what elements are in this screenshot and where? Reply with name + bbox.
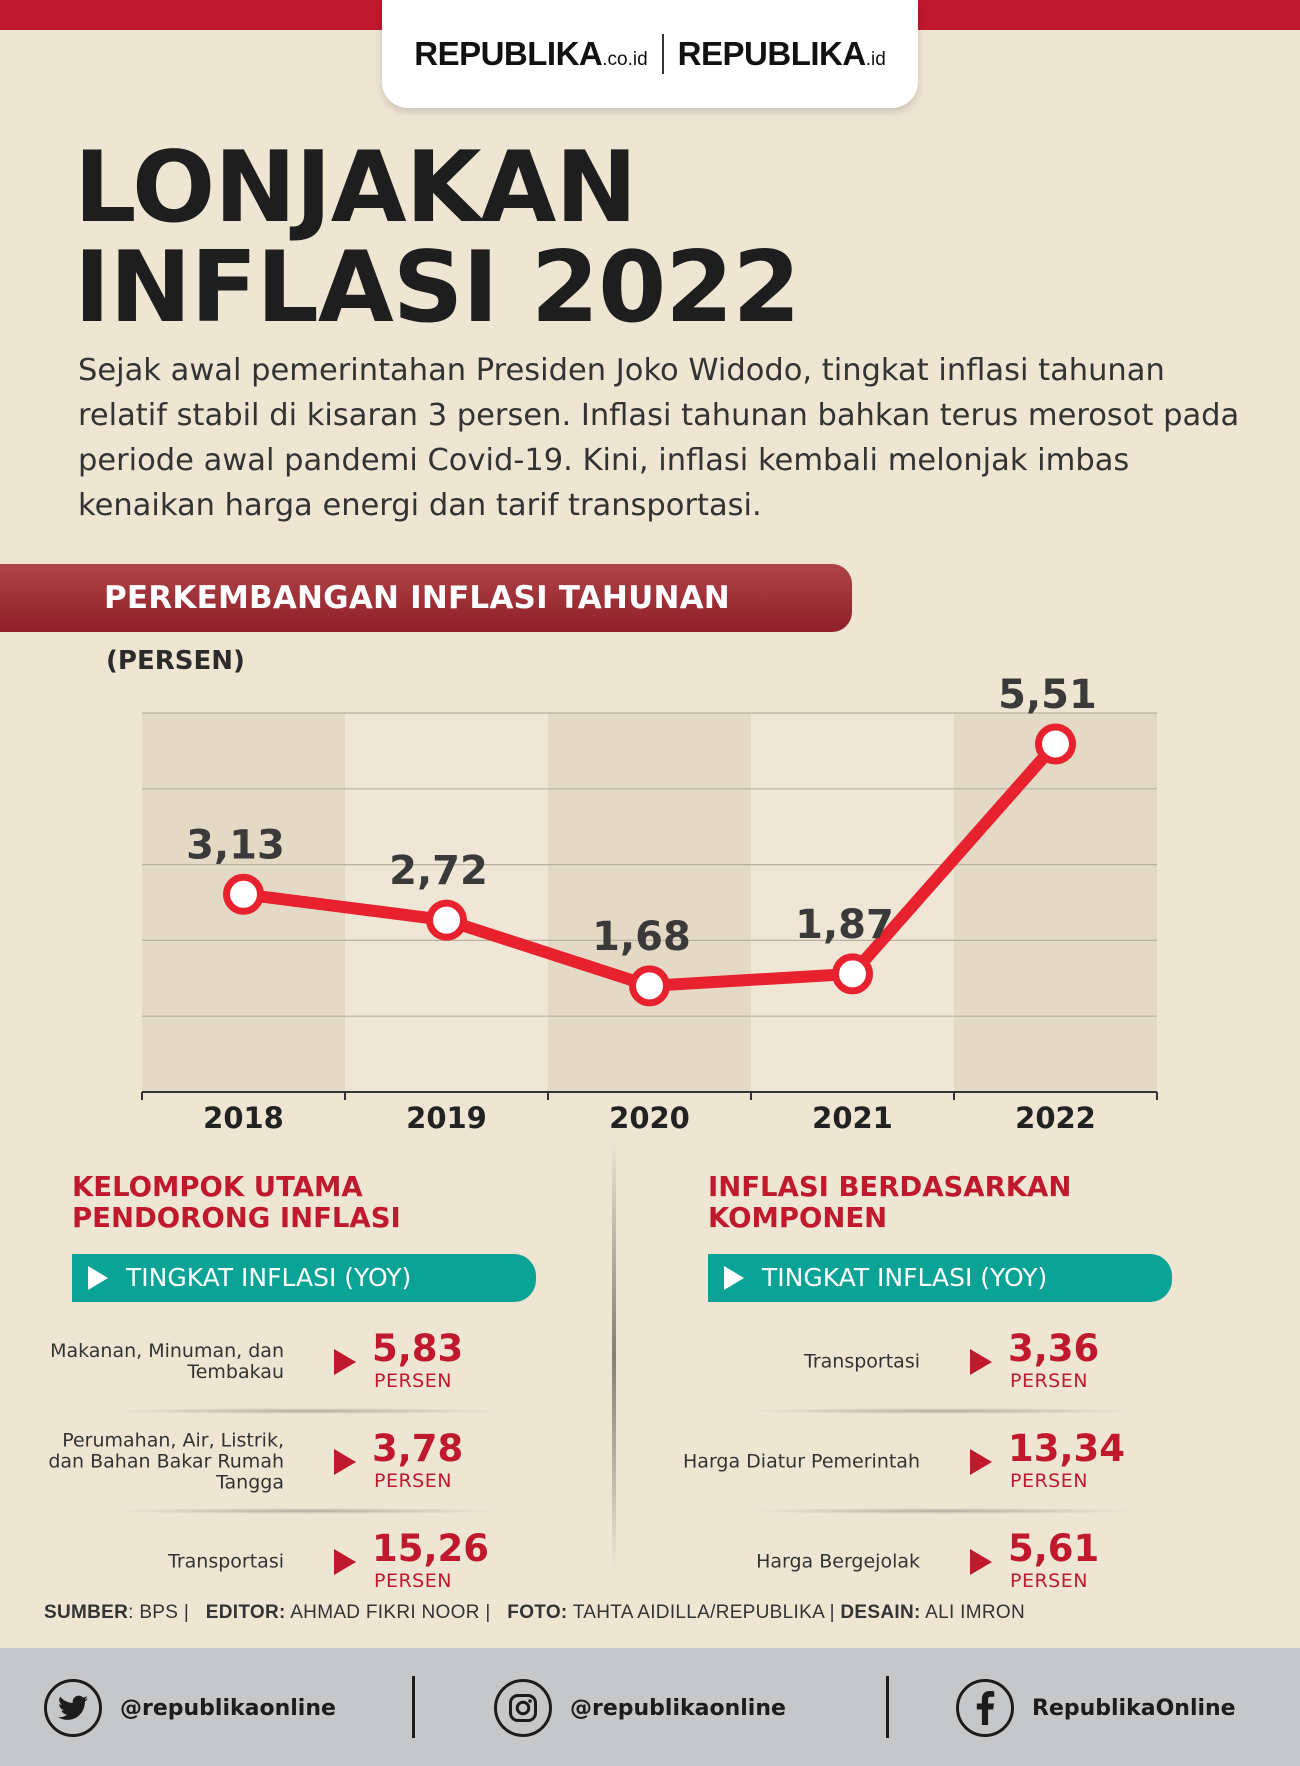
logo-header: REPUBLIKA.co.id REPUBLIKA.id <box>382 0 918 108</box>
play-icon <box>724 1266 744 1290</box>
left-panel: KELOMPOK UTAMA PENDORONG INFLASI TINGKAT… <box>48 1171 542 1592</box>
x-tick-label: 2019 <box>406 1101 487 1135</box>
footer-divider <box>412 1676 415 1738</box>
instagram-icon <box>494 1679 552 1737</box>
arrow-right-icon <box>334 1349 356 1375</box>
list-item: Harga Diatur Pemerintah 13,34 PERSEN <box>683 1427 1126 1493</box>
row-separator <box>112 1408 502 1414</box>
twitter-icon <box>44 1679 102 1737</box>
arrow-right-icon <box>970 1349 992 1375</box>
panel-divider <box>612 1140 616 1570</box>
inflation-line-chart: 3,13 2018 2,72 2019 1,68 2020 1,87 2021 5,51 2022 <box>141 672 1158 1135</box>
list-item: Makanan, Minuman, dan Tembakau 5,83 PERS… <box>50 1327 464 1393</box>
arrow-right-icon <box>970 1449 992 1475</box>
data-point <box>629 965 670 1007</box>
right-panel-heading: INFLASI BERDASARKAN KOMPONEN <box>708 1171 1072 1234</box>
list-item: Transportasi 15,26 PERSEN <box>168 1527 490 1593</box>
list-item: Perumahan, Air, Listrik, dan Bahan Bakar… <box>48 1427 464 1494</box>
data-point <box>223 873 264 915</box>
footer-divider <box>886 1676 889 1738</box>
data-label: 1,68 <box>592 914 691 960</box>
logo-divider <box>661 34 664 74</box>
data-label: 5,51 <box>998 672 1097 718</box>
left-panel-rows: Makanan, Minuman, dan Tembakau 5,83 PERS… <box>48 1312 542 1612</box>
right-panel: INFLASI BERDASARKAN KOMPONEN TINGKAT INF… <box>683 1171 1178 1592</box>
social-footer: @republikaonline @republikaonline Republ… <box>0 1648 1300 1766</box>
twitter-link[interactable]: @republikaonline <box>44 1679 336 1737</box>
republika-co-id-logo[interactable]: REPUBLIKA.co.id <box>414 35 648 72</box>
row-separator <box>748 1408 1138 1414</box>
facebook-link[interactable]: RepublikaOnline <box>956 1679 1236 1737</box>
arrow-right-icon <box>970 1549 992 1575</box>
arrow-right-icon <box>334 1449 356 1475</box>
title-line-1: LONJAKAN <box>74 131 637 245</box>
x-tick-label: 2022 <box>1015 1101 1096 1135</box>
right-panel-rows: Transportasi 3,36 PERSEN Harga Diatur Pe… <box>683 1312 1178 1612</box>
data-label: 1,87 <box>795 902 894 948</box>
play-icon <box>88 1266 108 1290</box>
list-item: Harga Bergejolak 5,61 PERSEN <box>756 1527 1100 1593</box>
chart-title: PERKEMBANGAN INFLASI TAHUNAN <box>104 580 730 616</box>
left-panel-pill: TINGKAT INFLASI (YOY) <box>72 1254 536 1302</box>
intro-paragraph: Sejak awal pemerintahan Presiden Joko Wi… <box>78 353 1240 523</box>
data-point <box>1035 723 1076 765</box>
chart-y-unit: (PERSEN) <box>106 646 245 676</box>
instagram-link[interactable]: @republikaonline <box>494 1679 786 1737</box>
page-title: LONJAKAN INFLASI 2022 <box>74 131 801 345</box>
republika-id-logo[interactable]: REPUBLIKA.id <box>677 35 886 72</box>
left-panel-heading: KELOMPOK UTAMA PENDORONG INFLASI <box>72 1171 401 1234</box>
facebook-icon <box>956 1679 1014 1737</box>
data-label: 2,72 <box>389 848 488 894</box>
arrow-right-icon <box>334 1549 356 1575</box>
credits-line: SUMBER: BPS | EDITOR: AHMAD FIKRI NOOR |… <box>44 1602 1025 1623</box>
x-tick-label: 2018 <box>203 1101 284 1135</box>
chart-column-bg <box>954 713 1157 1092</box>
chart-column-bg <box>548 713 751 1092</box>
title-line-2: INFLASI 2022 <box>74 231 801 345</box>
chart-title-banner: PERKEMBANGAN INFLASI TAHUNAN <box>0 564 852 632</box>
x-tick-label: 2020 <box>609 1101 690 1135</box>
x-tick-label: 2021 <box>812 1101 893 1135</box>
row-separator <box>748 1508 1138 1514</box>
right-panel-pill: TINGKAT INFLASI (YOY) <box>708 1254 1172 1302</box>
row-separator <box>112 1508 502 1514</box>
data-label: 3,13 <box>186 822 285 868</box>
list-item: Transportasi 3,36 PERSEN <box>804 1327 1100 1393</box>
data-point <box>426 899 467 941</box>
data-point <box>832 953 873 995</box>
